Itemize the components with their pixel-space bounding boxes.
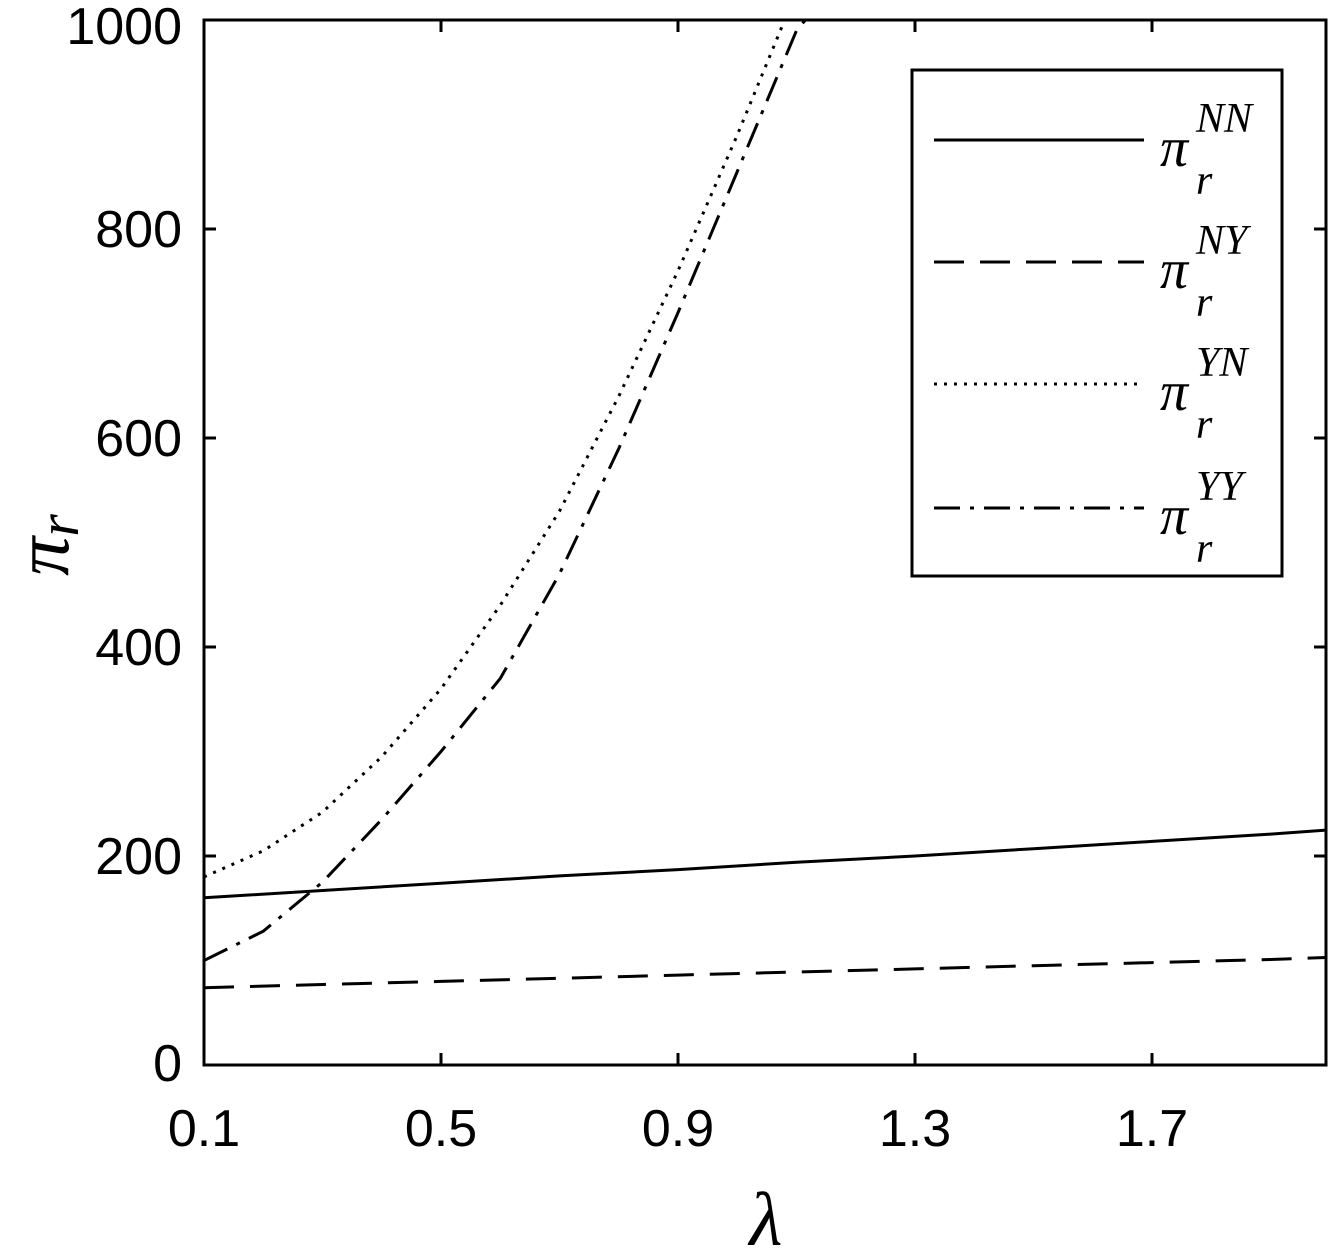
legend-label-base: π [1160,239,1190,301]
y-tick-label: 800 [95,201,182,259]
x-axis-label: λ [748,1178,783,1253]
x-tick-label: 0.5 [405,1100,477,1158]
tick-labels: 0.1 0.5 0.9 1.3 1.7 0 200 400 600 800 1000 [66,0,1188,1158]
y-axis-label-sub: r [26,514,91,537]
legend-label-base: π [1160,485,1190,547]
series-line-yy [204,20,807,962]
y-tick-label: 1000 [66,0,182,56]
legend-item-yn: π YN r [934,340,1249,448]
series-line-ny [204,956,1326,990]
series-line-yn [204,20,787,879]
legend-box [910,68,1284,578]
y-axis-label: πr [0,514,91,576]
y-tick-label: 400 [95,619,182,677]
plot-frame [202,18,1328,1067]
legend-label-base: π [1160,117,1190,179]
svg-text:πr: πr [0,514,91,576]
series-line-nn [204,828,1326,900]
y-tick-label: 200 [95,828,182,886]
x-tick-label: 1.3 [879,1100,951,1158]
plot-lines [204,20,1326,990]
legend-label-sub: r [1196,280,1213,326]
legend-label-sub: r [1196,158,1213,204]
legend-label-base: π [1160,361,1190,423]
axis-ticks [202,18,1326,1067]
legend-label-sup: YN [1196,340,1249,386]
legend-label-sub: r [1196,526,1213,572]
x-tick-label: 0.9 [642,1100,714,1158]
x-tick-label: 0.1 [168,1100,240,1158]
y-tick-label: 600 [95,410,182,468]
legend-label-sup: NY [1195,218,1252,264]
y-tick-label: 0 [153,1035,182,1093]
legend-item-nn: π NN r [934,96,1254,204]
legend-label-sup: NN [1195,96,1254,142]
legend-item-yy: π YY r [934,464,1247,572]
legend-item-ny: π NY r [934,218,1252,326]
y-axis-label-main: π [0,535,85,576]
x-tick-label: 1.7 [1116,1100,1188,1158]
legend-label-sup: YY [1196,464,1247,510]
legend-label-sub: r [1196,402,1213,448]
